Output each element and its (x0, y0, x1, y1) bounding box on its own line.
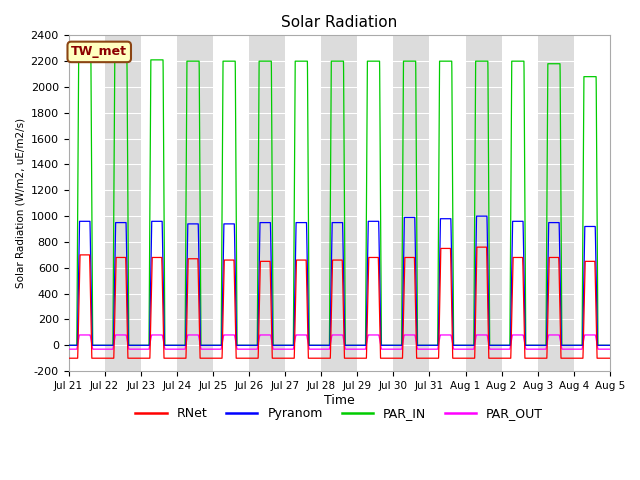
Y-axis label: Solar Radiation (W/m2, uE/m2/s): Solar Radiation (W/m2, uE/m2/s) (15, 118, 25, 288)
Bar (429, 36, 465, 371)
X-axis label: Time: Time (324, 394, 355, 407)
Bar (68, 36, 104, 371)
Bar (213, 36, 249, 371)
Bar (574, 36, 610, 371)
Bar (357, 36, 394, 371)
Bar (502, 36, 538, 371)
Bar (285, 36, 321, 371)
Bar (141, 36, 177, 371)
Text: TW_met: TW_met (71, 46, 127, 59)
Legend: RNet, Pyranom, PAR_IN, PAR_OUT: RNet, Pyranom, PAR_IN, PAR_OUT (131, 402, 548, 425)
Title: Solar Radiation: Solar Radiation (281, 15, 397, 30)
